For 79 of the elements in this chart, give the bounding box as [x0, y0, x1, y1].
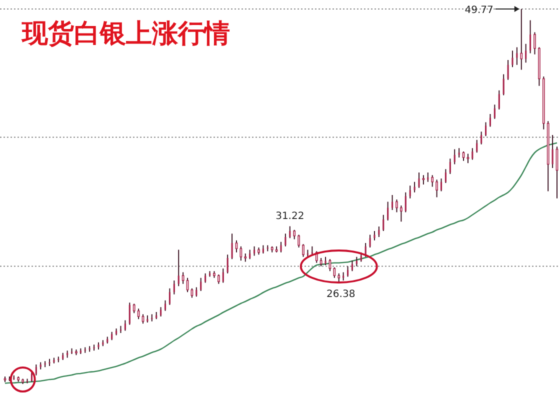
candlestick [422, 174, 425, 185]
candlestick [190, 288, 194, 298]
candlestick [440, 178, 442, 192]
candlestick [218, 274, 220, 284]
candlestick [374, 230, 376, 241]
candlestick [328, 258, 332, 272]
candlestick [530, 20, 532, 54]
candlestick [231, 233, 233, 260]
candlestick [284, 233, 286, 247]
candlestick [449, 158, 451, 174]
candlestick [351, 260, 354, 272]
candlestick [392, 194, 394, 210]
candlestick [173, 280, 175, 295]
candlestick [132, 303, 136, 314]
candlestick [520, 8, 523, 70]
candlestick [280, 241, 282, 253]
candlestick [436, 179, 438, 198]
candlestick [516, 46, 518, 66]
candlestick [226, 254, 228, 274]
candlestick [346, 266, 349, 278]
chart-title: 现货白银上涨行情 [21, 19, 230, 49]
candlestick [137, 308, 140, 320]
candlestick [293, 229, 296, 240]
candlestick [124, 320, 126, 332]
candlestick [178, 249, 180, 287]
candlestick [240, 246, 242, 262]
candlestick [498, 90, 500, 110]
candlestick [333, 266, 336, 278]
candlestick [396, 199, 398, 213]
candlestick [404, 192, 406, 213]
candlestick [249, 249, 251, 260]
candlestick [356, 256, 358, 267]
candlestick [302, 244, 304, 258]
candlestick [222, 268, 224, 284]
candlestick [507, 60, 509, 80]
candlestick [525, 43, 527, 64]
candlestick [534, 32, 536, 55]
candlestick [472, 148, 474, 160]
candlestick [369, 234, 371, 248]
candlestick [128, 302, 130, 326]
candlestick [196, 286, 198, 298]
candlestick [30, 371, 32, 382]
candlestick [552, 134, 554, 168]
candlestick [476, 139, 478, 154]
candlestick [431, 174, 434, 188]
candlestick [512, 50, 514, 68]
candlestick [235, 240, 238, 253]
candlestick [489, 114, 492, 128]
candlestick [382, 214, 384, 232]
candlestick [35, 364, 37, 376]
candlestick [387, 201, 389, 221]
candlestick [494, 104, 496, 120]
candlestick [204, 272, 206, 284]
candlestick [182, 272, 184, 284]
candlestick [400, 205, 402, 222]
candlestick [502, 74, 504, 96]
candlestick [142, 314, 144, 324]
candlestick [444, 168, 446, 184]
candlestick [418, 172, 420, 188]
annotation: 49.77 [464, 5, 494, 16]
candlestick [254, 246, 256, 256]
candlestick [466, 153, 470, 164]
candlestick [338, 272, 340, 284]
candlestick [200, 277, 202, 292]
candlestick [458, 148, 460, 158]
candlestick [186, 277, 189, 293]
candlestick [462, 151, 465, 162]
candlestick [454, 148, 456, 165]
annotation: 26.38 [326, 288, 356, 300]
candlestick [480, 131, 482, 145]
candlestick [484, 122, 487, 137]
candlestick [160, 306, 162, 317]
candlestick [409, 185, 411, 199]
candlestick [289, 226, 291, 239]
candlestick [164, 300, 166, 312]
annotation: 31.22 [276, 211, 304, 222]
candlestick [168, 288, 170, 306]
candlestick [298, 234, 300, 248]
candlestick [378, 226, 380, 238]
